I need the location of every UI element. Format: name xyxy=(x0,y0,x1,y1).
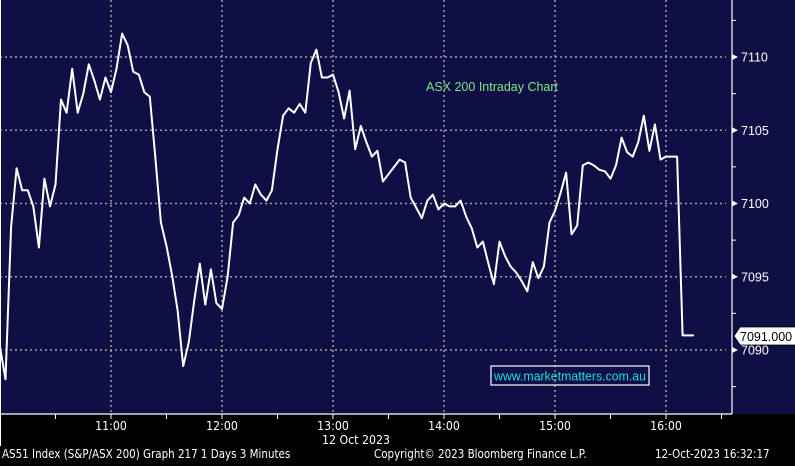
y-tick-marker xyxy=(732,200,738,207)
y-tick-marker xyxy=(732,273,738,280)
watermark-text[interactable]: www.marketmatters.com.au xyxy=(493,370,646,384)
last-value-label: 7091.000 xyxy=(740,330,792,344)
x-tick-label: 15:00 xyxy=(539,418,571,433)
plot-background xyxy=(0,0,795,414)
x-tick-label: 11:00 xyxy=(95,418,127,433)
series-line xyxy=(0,32,694,381)
footer-copyright: Copyright© 2023 Bloomberg Finance L.P. xyxy=(374,447,587,461)
x-tick-label: 16:00 xyxy=(650,418,682,433)
y-tick-labels: 7090 7095 7100 7105 7110 xyxy=(732,19,769,388)
y-tick-label: 7110 xyxy=(741,51,768,65)
y-tick-marker xyxy=(732,347,738,353)
y-tick-label: 7090 xyxy=(741,344,769,358)
x-tick-labels: 11:00 12:00 13:00 14:00 15:00 16:00 xyxy=(55,414,722,433)
y-tick-label: 7100 xyxy=(741,197,769,211)
footer-timestamp: 12-Oct-2023 16:32:17 xyxy=(655,447,770,461)
x-tick-label: 14:00 xyxy=(428,418,460,433)
x-tick-label: 12:00 xyxy=(206,418,238,433)
x-tick-label: 13:00 xyxy=(317,418,349,433)
footer-security: AS51 Index (S&P/ASX 200) Graph 217 1 Day… xyxy=(2,447,291,461)
chart-title: ASX 200 Intraday Chart xyxy=(426,80,559,94)
x-date-label: 12 Oct 2023 xyxy=(322,432,390,447)
y-tick-marker xyxy=(732,54,738,60)
y-tick-label: 7105 xyxy=(741,124,769,138)
last-value-tag: 7091.000 xyxy=(733,326,795,346)
y-tick-marker xyxy=(732,127,738,134)
y-tick-label: 7095 xyxy=(741,270,769,284)
watermark-box xyxy=(490,365,650,386)
grid xyxy=(0,0,726,414)
